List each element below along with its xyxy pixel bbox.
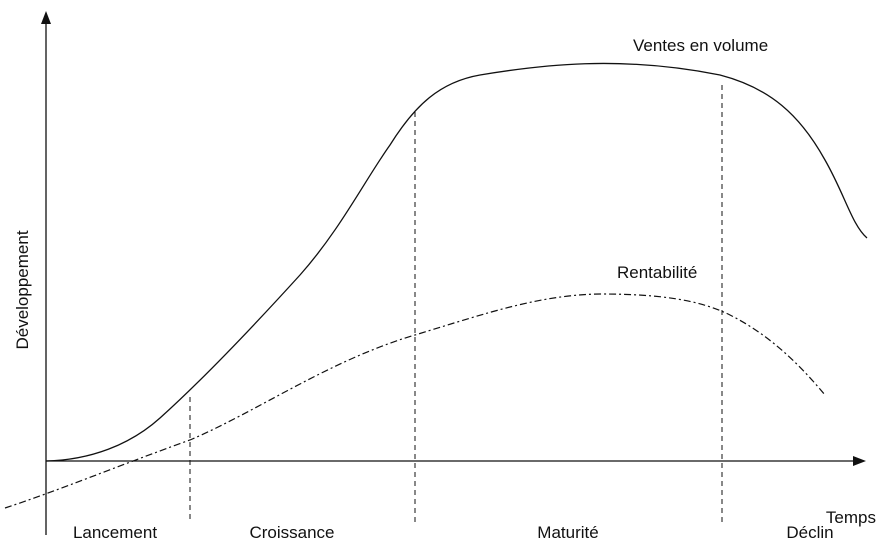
- phase-label: Maturité: [537, 523, 598, 541]
- y-arrow: [41, 11, 51, 24]
- profit-label: Rentabilité: [617, 263, 697, 282]
- sales-label: Ventes en volume: [633, 36, 768, 55]
- profit-curve: [4, 293, 826, 509]
- y-axis-label: Développement: [13, 230, 32, 349]
- phase-label: Déclin: [786, 523, 833, 541]
- x-arrow: [853, 456, 866, 466]
- x-axis-label: Temps: [826, 508, 876, 527]
- phase-label: Croissance: [249, 523, 334, 541]
- sales-curve: [45, 62, 868, 462]
- phase-label: Lancement: [73, 523, 157, 541]
